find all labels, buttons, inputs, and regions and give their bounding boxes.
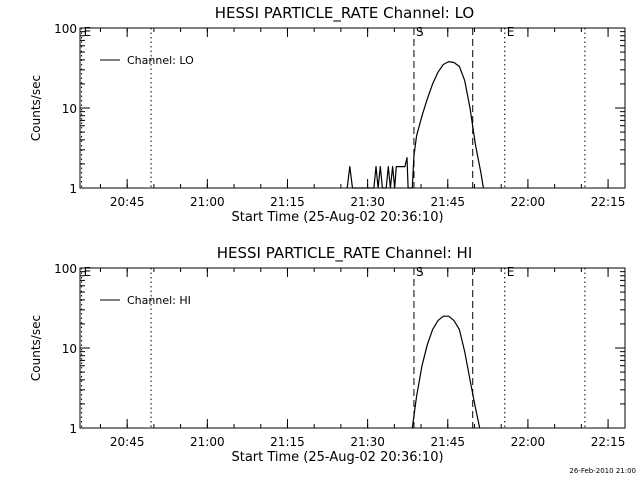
chart-panel-hi: HESSI PARTICLE_RATE Channel: HI 1 10 100 20:…: [29, 244, 626, 465]
event-marker-label: E: [507, 25, 515, 39]
x-tick-label: 20:45: [110, 195, 145, 209]
plot-frame: [79, 27, 626, 189]
x-tick-label: 22:00: [511, 435, 546, 449]
x-tick-label: 21:00: [190, 435, 225, 449]
x-axis-label: Start Time (25-Aug-02 20:36:10): [231, 210, 443, 225]
date-stamp: 26-Feb-2010 21:00: [569, 467, 636, 475]
x-tick-label: 21:30: [350, 195, 385, 209]
chart-panel-lo: HESSI PARTICLE_RATE Channel: LO 1 10 100 20:…: [29, 4, 626, 225]
x-tick-label: 20:45: [110, 435, 145, 449]
x-tick-label: 21:45: [430, 435, 465, 449]
legend-label: Channel: LO: [127, 54, 194, 67]
event-marker-label: E: [84, 265, 92, 279]
y-tick-label: 1: [69, 182, 77, 196]
y-axis-label: Counts/sec: [29, 75, 43, 141]
x-tick-label: 21:30: [350, 435, 385, 449]
y-tick-label: 1: [69, 422, 77, 436]
chart-title: HESSI PARTICLE_RATE Channel: LO: [215, 4, 474, 23]
event-marker-label: S: [416, 265, 424, 279]
chart-title: HESSI PARTICLE_RATE Channel: HI: [217, 244, 473, 263]
series-line-lo: [346, 61, 484, 189]
x-tick-label: 21:45: [430, 195, 465, 209]
legend-label: Channel: HI: [127, 294, 191, 307]
plot-frame: [79, 267, 626, 429]
y-tick-label: 100: [54, 22, 77, 36]
y-axis-label: Counts/sec: [29, 315, 43, 381]
y-tick-label: 100: [54, 262, 77, 276]
x-tick-label: 22:00: [511, 195, 546, 209]
x-tick-label: 21:15: [270, 435, 305, 449]
series-line-hi: [411, 315, 481, 429]
x-tick-label: 21:00: [190, 195, 225, 209]
y-tick-label: 10: [62, 342, 77, 356]
x-tick-label: 22:15: [591, 435, 626, 449]
event-marker-label: S: [416, 25, 424, 39]
event-marker-label: E: [84, 25, 92, 39]
y-tick-label: 10: [62, 102, 77, 116]
event-marker-label: E: [507, 265, 515, 279]
x-axis-label: Start Time (25-Aug-02 20:36:10): [231, 450, 443, 465]
x-tick-label: 21:15: [270, 195, 305, 209]
x-tick-label: 22:15: [591, 195, 626, 209]
